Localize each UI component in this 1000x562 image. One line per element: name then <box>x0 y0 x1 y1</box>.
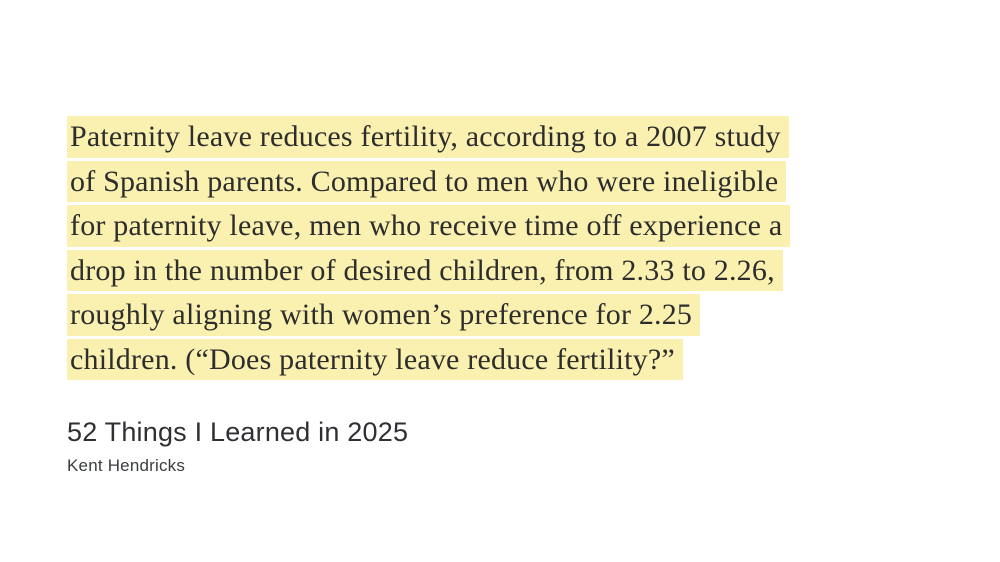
quote-line: roughly aligning with women’s preference… <box>67 294 790 336</box>
quote-line: children. (“Does paternity leave reduce … <box>67 338 790 380</box>
book-author: Kent Hendricks <box>67 456 186 475</box>
quote-line-text: drop in the number of desired children, … <box>67 249 783 291</box>
quote-line: drop in the number of desired children, … <box>67 249 790 291</box>
quote-line-text: Paternity leave reduces fertility, accor… <box>67 116 789 158</box>
book-title: 52 Things I Learned in 2025 <box>67 417 409 447</box>
quote-line-text: children. (“Does paternity leave reduce … <box>67 338 683 380</box>
quote-line: for paternity leave, men who receive tim… <box>67 205 791 247</box>
quote-line-text: of Spanish parents. Compared to men who … <box>67 160 787 202</box>
highlighted-quote: Paternity leave reduces fertility, accor… <box>67 116 791 383</box>
source-meta: 52 Things I Learned in 2025 Kent Hendric… <box>67 416 408 476</box>
quote-line: of Spanish parents. Compared to men who … <box>67 160 790 202</box>
quote-line: Paternity leave reduces fertility, accor… <box>67 116 790 158</box>
quote-line-text: roughly aligning with women’s preference… <box>67 294 701 336</box>
quote-line-text: for paternity leave, men who receive tim… <box>67 205 791 247</box>
